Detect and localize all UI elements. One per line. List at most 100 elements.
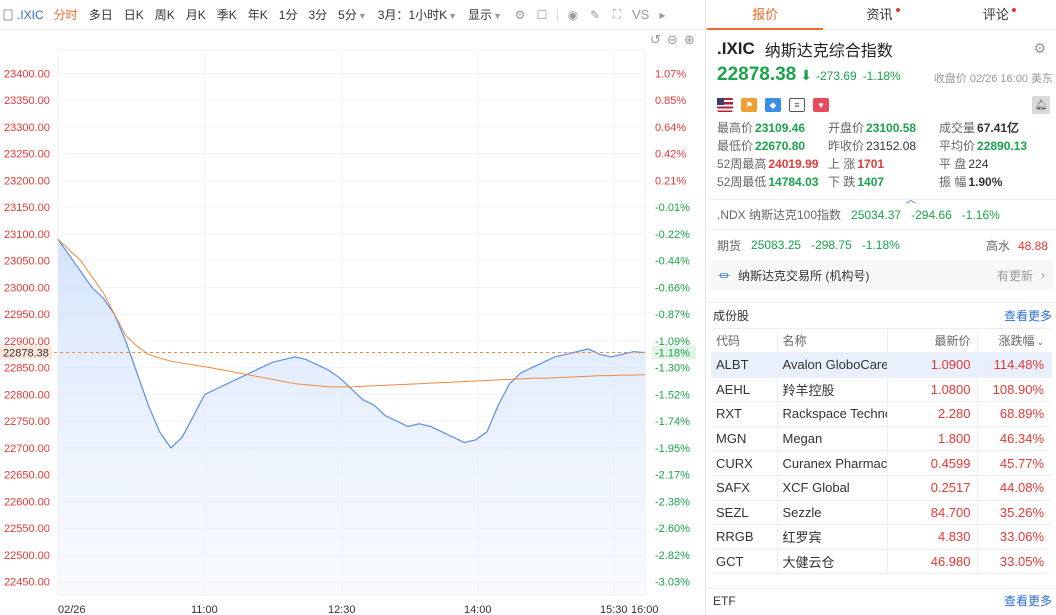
pct-tick-label: -0.87% [655, 309, 690, 321]
pct-tick-label: -1.30% [655, 363, 690, 375]
stat-label: 成交量 [939, 121, 976, 135]
down-arrow-icon: ⬇ [800, 67, 812, 83]
col-price[interactable]: 最新价 [886, 328, 977, 353]
futures-pct: -1.18% [861, 238, 900, 252]
pct-tick-label: -1.09% [655, 336, 690, 348]
constituents-table: 代码 名称 最新价 涨跌幅 ⌄ ALBT Avalon GloboCare 1.090… [711, 328, 1052, 575]
cell-change-pct: 68.89% [976, 401, 1052, 427]
last-price: 22878.38 [717, 64, 797, 85]
ndx-row[interactable]: .NDX 纳斯达克100指数 25034.37 -294.66 -1.16% [707, 200, 1056, 230]
note-icon[interactable]: ≡ [789, 98, 805, 112]
col-name[interactable]: 名称 [776, 328, 887, 353]
y-tick-label: 22800.00 [4, 389, 50, 401]
pct-tick-label: 0.64% [655, 122, 686, 134]
collapse-icon[interactable]: ▸ [659, 7, 666, 22]
cell-change-pct: 108.90% [976, 377, 1052, 403]
tab-comments[interactable]: 评论 [940, 0, 1056, 29]
stat-value: 22670.80 [755, 139, 806, 153]
zoom-out-icon[interactable]: ⊖ [667, 33, 678, 48]
y-tick-label: 23100.00 [4, 229, 50, 241]
fullscreen-icon[interactable]: ⛶ [612, 7, 622, 21]
constituents-more-link[interactable]: 查看更多 [1003, 309, 1052, 323]
stat-high: 最高价 23109.46 [717, 120, 828, 136]
pen-icon[interactable]: ✎ [589, 7, 601, 22]
chevron-down-icon: ▼ [357, 11, 367, 21]
gear-icon[interactable]: ⚙ [1033, 40, 1046, 56]
period-5min-dropdown[interactable]: 5分▼ [338, 6, 367, 23]
favorite-icon[interactable]: ♥ [813, 98, 829, 112]
bell-icon[interactable]: 🔔︎ [1032, 96, 1050, 114]
intraday-chart[interactable]: 23400.00 1.07% 23350.00 0.85% 23300.00 0.64% 2… [0, 30, 706, 615]
stat-label: 52周最低 [717, 175, 767, 189]
symbol-selector[interactable]: .IXIC [2, 8, 44, 22]
cell-code: SEZL [711, 500, 777, 526]
cell-change-pct: 45.77% [976, 450, 1052, 476]
period-3min[interactable]: 3分 [308, 8, 328, 22]
table-row[interactable]: MGN Megan 1.800 46.34% [711, 426, 1052, 452]
stat-value: 14784.03 [768, 175, 819, 189]
camera-icon[interactable]: ◉ [567, 7, 579, 22]
stat-value: 24019.99 [768, 157, 819, 171]
display-dropdown[interactable]: 显示▼ [468, 6, 502, 23]
table-row[interactable]: RRGB 红罗宾 4.830 33.06% [711, 524, 1052, 550]
period-monthly[interactable]: 月K [185, 8, 206, 22]
tab-quote[interactable]: 报价 [707, 0, 824, 30]
x-tick-label: 14:00 [464, 604, 492, 615]
cell-name: Curanex Pharmaceuticals [776, 450, 887, 476]
reset-zoom-icon[interactable]: ↺ [650, 33, 661, 48]
period-1min[interactable]: 1分 [278, 8, 298, 22]
period-intraday[interactable]: 分时 [53, 8, 78, 22]
stat-value: 22890.13 [977, 139, 1028, 153]
pct-tick-label: -1.95% [655, 443, 690, 455]
tag-icons: ⚑ ◆ ≡ ♥ [717, 96, 1046, 114]
us-flag-icon[interactable] [717, 98, 733, 112]
premium-label: 高水 [985, 238, 1010, 253]
table-row[interactable]: SEZL Sezzle 84.700 35.26% [711, 500, 1052, 526]
x-tick-label: 12:30 [328, 604, 356, 615]
cell-change-pct: 44.08% [976, 475, 1052, 501]
cell-code: RRGB [711, 524, 777, 550]
tab-news[interactable]: 资讯 [823, 0, 939, 29]
expand-caret-icon[interactable]: ︿ [906, 195, 916, 206]
indicator-box-icon[interactable]: ☐ [536, 7, 548, 22]
price-change-pct: -1.18% [862, 69, 901, 83]
pct-tick-label: -2.60% [655, 523, 690, 535]
cell-price: 46.980 [886, 549, 977, 575]
table-row[interactable]: ALBT Avalon GloboCare 1.0900 114.48% [711, 352, 1052, 378]
period-daily[interactable]: 日K [123, 8, 144, 22]
current-pct-box [652, 345, 696, 360]
current-price-label: 22878.38 [3, 347, 49, 359]
quote-panel: 报价 资讯 评论 .IXIC 纳斯达克综合指数 ⚙ 22878.38 ⬇ -27… [707, 0, 1056, 615]
compare-vs-button[interactable]: VS [631, 7, 650, 22]
col-code[interactable]: 代码 [711, 328, 777, 353]
ndx-pct: -1.16% [961, 207, 1000, 222]
range-dropdown[interactable]: 3月：1小时K▼ [378, 6, 457, 23]
pct-tick-label: -2.38% [655, 496, 690, 508]
period-quarterly[interactable]: 季K [216, 8, 237, 22]
period-yearly[interactable]: 年K [247, 8, 268, 22]
futures-row[interactable]: 期货 25083.25 -298.75 -1.18% 高水 48.88 [707, 230, 1056, 260]
cell-change-pct: 33.06% [976, 524, 1052, 550]
settings-icon[interactable]: ⚙ [514, 7, 526, 22]
premium-value: 48.88 [1017, 238, 1048, 253]
stat-open: 开盘价 23100.58 [828, 120, 939, 136]
quote-tabs: 报价 资讯 评论 [707, 0, 1056, 30]
stat-label: 最低价 [717, 139, 754, 153]
pct-tick-label: 0.42% [655, 149, 686, 161]
stat-52w-low: 52周最低 14784.03 [717, 174, 828, 190]
exchange-row[interactable]: ⏛ 纳斯达克交易所 (机构号) 有更新 › [710, 260, 1053, 290]
period-multiday[interactable]: 多日 [88, 8, 113, 22]
price-line [57, 238, 646, 449]
table-row[interactable]: GCT 大健云仓 46.980 33.05% [711, 549, 1052, 575]
table-row[interactable]: AEHL 羚羊控股 1.0800 108.90% [711, 377, 1052, 403]
col-change-pct[interactable]: 涨跌幅 ⌄ [976, 328, 1052, 353]
zoom-in-icon[interactable]: ⊕ [684, 33, 695, 48]
hours-icon[interactable]: ⚑ [741, 98, 757, 112]
constituents-title: 成份股 [713, 309, 750, 323]
tag-icon[interactable]: ◆ [765, 98, 781, 112]
period-weekly[interactable]: 周K [154, 8, 175, 22]
etf-more-link[interactable]: 查看更多 [1003, 594, 1052, 608]
table-row[interactable]: SAFX XCF Global 0.2517 44.08% [711, 475, 1052, 501]
